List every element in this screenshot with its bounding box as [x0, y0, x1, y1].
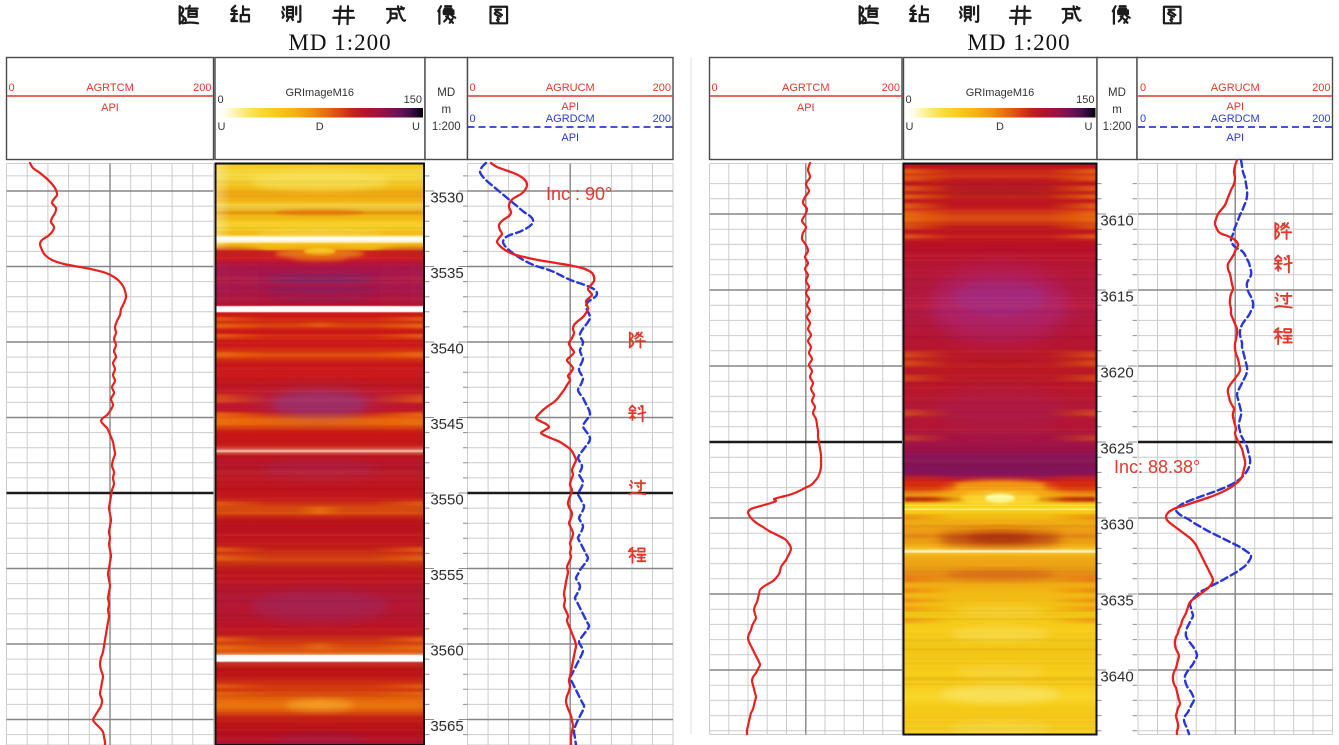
svg-text:MD: MD	[1108, 87, 1126, 99]
svg-text:API: API	[1226, 132, 1244, 144]
svg-text:m: m	[441, 104, 451, 116]
svg-text:3535: 3535	[430, 265, 463, 282]
svg-text:MD 1:200: MD 1:200	[288, 30, 391, 55]
svg-text:200: 200	[1312, 113, 1330, 125]
svg-text:3630: 3630	[1100, 517, 1133, 534]
svg-text:1:200: 1:200	[432, 121, 461, 133]
svg-text:m: m	[1112, 104, 1122, 116]
svg-text:3560: 3560	[430, 643, 463, 660]
svg-text:AGRTCM: AGRTCM	[86, 82, 133, 94]
svg-text:0: 0	[1140, 113, 1146, 125]
svg-text:200: 200	[882, 82, 900, 94]
svg-text:3625: 3625	[1100, 441, 1133, 458]
svg-text:Inc: 88.38°: Inc: 88.38°	[1114, 457, 1200, 477]
svg-text:200: 200	[653, 82, 671, 94]
svg-text:API: API	[561, 132, 579, 144]
svg-text:3615: 3615	[1100, 289, 1133, 306]
svg-text:0: 0	[1140, 82, 1146, 94]
svg-text:AGRUCM: AGRUCM	[546, 82, 595, 94]
svg-text:U: U	[412, 121, 420, 133]
svg-text:API: API	[101, 102, 119, 114]
svg-text:3620: 3620	[1100, 365, 1133, 382]
svg-text:D: D	[316, 121, 324, 133]
svg-text:AGRDCM: AGRDCM	[1211, 113, 1260, 125]
svg-text:200: 200	[653, 113, 671, 125]
svg-text:3555: 3555	[430, 567, 463, 584]
svg-text:3545: 3545	[430, 416, 463, 433]
svg-text:MD: MD	[437, 87, 455, 99]
svg-text:API: API	[1226, 101, 1244, 113]
svg-text:GRImageM16: GRImageM16	[966, 87, 1034, 99]
svg-text:AGRUCM: AGRUCM	[1211, 82, 1260, 94]
svg-text:0: 0	[470, 113, 476, 125]
svg-text:API: API	[797, 102, 815, 114]
svg-text:0: 0	[470, 82, 476, 94]
svg-text:3640: 3640	[1100, 669, 1133, 686]
svg-text:3530: 3530	[430, 190, 463, 207]
svg-text:0: 0	[712, 82, 718, 94]
svg-text:API: API	[561, 101, 579, 113]
svg-text:AGRTCM: AGRTCM	[782, 82, 829, 94]
svg-text:Inc : 90°: Inc : 90°	[546, 184, 612, 204]
svg-text:U: U	[906, 121, 914, 133]
svg-text:150: 150	[404, 94, 422, 106]
svg-text:200: 200	[1312, 82, 1330, 94]
svg-text:1:200: 1:200	[1103, 121, 1132, 133]
svg-text:U: U	[218, 121, 226, 133]
svg-text:3565: 3565	[430, 718, 463, 735]
svg-text:3550: 3550	[430, 492, 463, 509]
svg-text:GRImageM16: GRImageM16	[286, 87, 354, 99]
svg-text:200: 200	[193, 82, 211, 94]
svg-text:MD 1:200: MD 1:200	[967, 30, 1070, 55]
svg-text:0: 0	[9, 82, 15, 94]
svg-text:3635: 3635	[1100, 593, 1133, 610]
svg-text:3610: 3610	[1100, 213, 1133, 230]
svg-text:3540: 3540	[430, 341, 463, 358]
svg-text:AGRDCM: AGRDCM	[546, 113, 595, 125]
svg-text:150: 150	[1076, 94, 1094, 106]
svg-text:0: 0	[906, 94, 912, 106]
svg-text:U: U	[1085, 121, 1093, 133]
svg-text:D: D	[996, 121, 1004, 133]
svg-text:0: 0	[218, 94, 224, 106]
